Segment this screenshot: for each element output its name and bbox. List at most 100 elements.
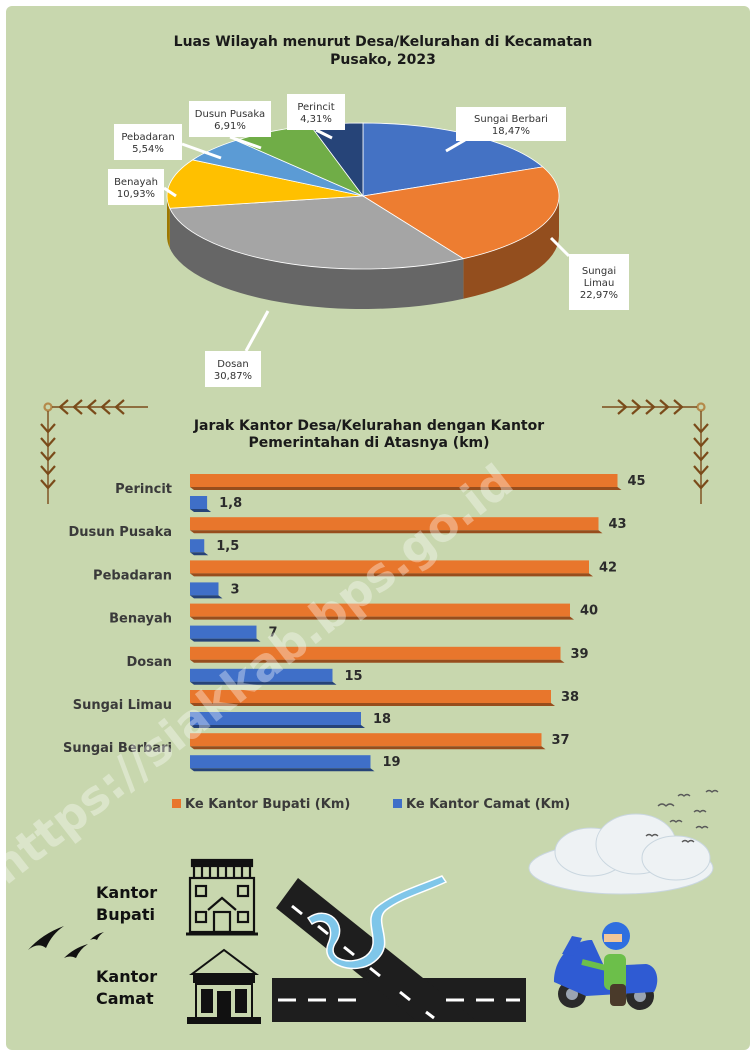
bar-category-dosan: Dosan [127,655,173,670]
bar-bupati-shadow-perincit [190,487,622,490]
bar-camat-shadow-dosan [190,681,337,685]
legend-swatch-camat [393,799,402,808]
pie-side-benayah [167,196,170,249]
pie-leader-perincit [315,128,333,140]
bar-bupati-dosan [190,646,561,660]
pie-label-box-sungai-berbari [456,107,566,141]
pie-name-dusun-pusaka: Dusun Pusaka [195,109,265,120]
label-bupati-line2: Bupati [96,905,155,924]
pie-value-sungai-berbari: 18,47% [492,126,530,137]
infographic-svg: Luas Wilayah menurut Desa/Kelurahan di K… [6,34,719,1024]
pie-leader-pebadaran [181,142,222,160]
bar-camat-value-benayah: 7 [269,626,278,641]
pie-label-box-dosan [205,351,261,387]
river-icon [306,875,448,970]
pie-name-sungai-limau: Sungai [582,266,616,277]
bar-camat-value-perincit: 1,8 [219,496,242,511]
bars-group: Perincit 45 1,8 Dusun Pusaka 43 1,5 Pebadaran 4… [63,474,646,772]
pie-value-dusun-pusaka: 6,91% [214,121,246,132]
infographic-panel: Luas Wilayah menurut Desa/Kelurahan di K… [6,6,750,1050]
ornament-arrow-icon-right [602,399,709,504]
bar-camat-value-dosan: 15 [345,669,363,684]
pie-label-box-perincit [287,94,345,130]
pie-name-perincit: Perincit [297,102,334,113]
bar-category-perincit: Perincit [115,482,172,497]
bar-bupati-dusun-pusaka [190,517,599,531]
pie-label-box-sungai-limau [569,254,629,310]
pie-slice-sungai-limau [361,166,560,260]
bar-camat-shadow-pebadaran [190,595,223,599]
bar-bupati-value-sungai-limau: 38 [561,690,579,705]
birds-icon-right [645,789,719,843]
bar-bupati-value-sungai-berbari: 37 [552,733,570,748]
legend-label-camat: Ke Kantor Camat (Km) [406,797,570,812]
bar-bupati-shadow-sungai-berbari [190,746,546,750]
bar-bupati-value-benayah: 40 [580,604,598,619]
bar-camat-value-sungai-berbari: 19 [383,755,401,770]
pie-slice-dosan [169,195,465,270]
bar-camat-benayah [190,625,257,639]
pie-title-line2: Pusako, 2023 [330,52,436,68]
pie-slice-benayah [166,159,364,209]
pie-value-sungai-limau: 22,97% [580,290,618,301]
bar-category-pebadaran: Pebadaran [93,568,172,583]
pie-leader-dusun-pusaka [229,135,262,150]
bar-bupati-value-dosan: 39 [571,647,589,662]
illustration: Kantor Bupati Kantor Camat [28,789,719,1024]
pie-label-box-benayah [108,169,164,205]
pie-leader-sungai-berbari [445,138,466,153]
bar-category-benayah: Benayah [109,612,172,627]
pie-leader-sungai-limau [549,236,571,258]
bar-category-sungai-berbari: Sungai Berbari [63,741,172,756]
camat-building-icon [187,948,261,1024]
bar-chart: Jarak Kantor Desa/Kelurahan dengan Kanto… [63,418,646,812]
bar-bupati-shadow-dusun-pusaka [190,530,603,534]
bar-camat-value-pebadaran: 3 [231,582,240,597]
pie-name-pebadaran: Pebadaran [121,132,174,143]
bar-bupati-perincit [190,474,618,487]
ornament-arrow-icon-left [40,399,148,504]
bar-camat-shadow-perincit [190,509,212,512]
legend-label-bupati: Ke Kantor Bupati (Km) [185,797,350,812]
pie-chart: Luas Wilayah menurut Desa/Kelurahan di K… [108,34,629,387]
pie-leader-dosan [244,310,270,352]
bar-camat-shadow-sungai-berbari [190,768,375,772]
pie-name-dosan: Dosan [217,359,249,370]
bar-category-sungai-limau: Sungai Limau [73,698,172,713]
bar-title-line2: Pemerintahan di Atasnya (km) [248,435,489,451]
bar-camat-sungai-limau [190,712,361,725]
bar-legend: Ke Kantor Bupati (Km) Ke Kantor Camat (K… [172,797,570,812]
bar-bupati-value-dusun-pusaka: 43 [609,517,627,532]
bar-camat-value-dusun-pusaka: 1,5 [216,539,239,554]
bar-camat-sungai-berbari [190,755,371,769]
pie-value-perincit: 4,31% [300,114,332,125]
pie-name-sungai-berbari: Sungai Berbari [474,114,548,125]
bar-category-dusun-pusaka: Dusun Pusaka [68,525,172,540]
bar-camat-value-sungai-limau: 18 [373,712,391,727]
pie-title-line1: Luas Wilayah menurut Desa/Kelurahan di K… [174,34,593,50]
bar-camat-shadow-sungai-limau [190,725,365,728]
label-camat-line1: Kantor [96,967,157,986]
pie-label-box-pebadaran [114,124,182,160]
legend-swatch-bupati [172,799,181,808]
pie-value-benayah: 10,93% [117,189,155,200]
pie-depth [167,196,559,309]
bar-bupati-shadow-sungai-limau [190,703,555,706]
bar-bupati-pebadaran [190,560,589,574]
pie-top [166,122,560,270]
bar-camat-dosan [190,668,333,682]
bar-bupati-shadow-dosan [190,659,565,663]
bar-bupati-sungai-berbari [190,733,542,747]
pie-label-box-dusun-pusaka [189,101,271,137]
pie-value-dosan: 30,87% [214,371,252,382]
birds-icon [28,926,104,958]
pie-name-sungai-limau: Limau [584,278,615,289]
bar-bupati-shadow-benayah [190,616,574,620]
bar-title-line1: Jarak Kantor Desa/Kelurahan dengan Kanto… [193,418,544,434]
pie-side-sungai-limau [463,196,559,299]
label-bupati-line1: Kantor [96,883,157,902]
label-camat-line2: Camat [96,989,154,1008]
bar-bupati-sungai-limau [190,690,551,703]
